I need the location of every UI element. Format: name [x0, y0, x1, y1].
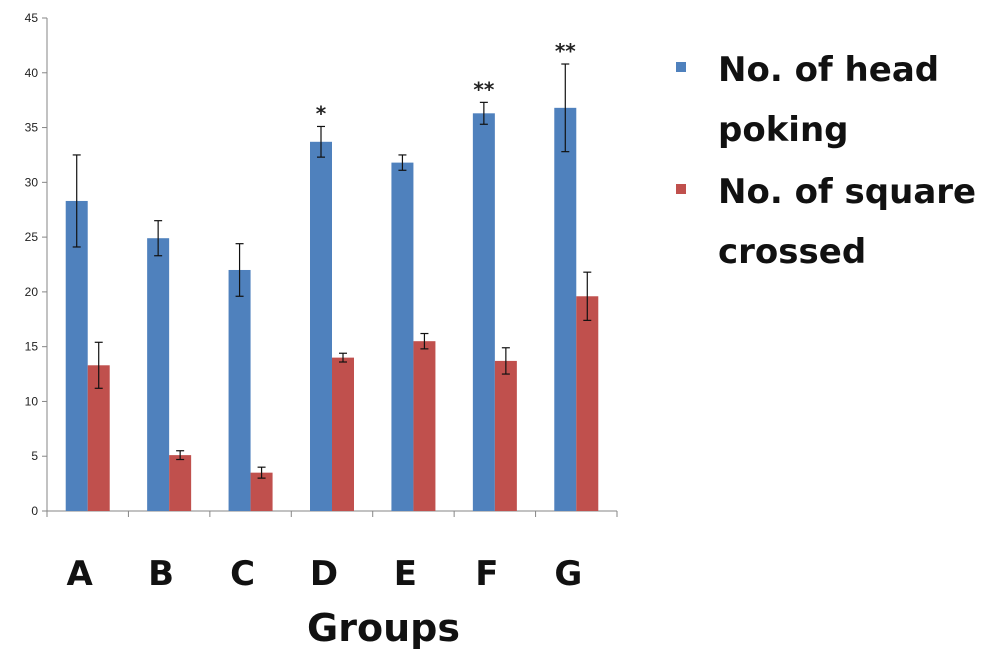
- x-tick-label: F: [475, 554, 498, 594]
- x-tick-label: E: [394, 554, 417, 594]
- y-tick-label: 20: [25, 285, 39, 299]
- y-tick-label: 40: [25, 66, 39, 80]
- bar-head-poking-F: [473, 113, 495, 511]
- y-tick-label: 15: [25, 340, 39, 354]
- x-tick-labels: A B C D E F G: [67, 554, 583, 594]
- x-tick-label: C: [230, 554, 255, 594]
- chart-bars: [66, 108, 599, 511]
- bar-square-crossed-D: [332, 358, 354, 511]
- bar-head-poking-D: [310, 142, 332, 511]
- y-tick-label: 10: [25, 394, 39, 408]
- bar-square-crossed-B: [169, 455, 191, 511]
- y-tick-label: 30: [25, 175, 39, 189]
- legend-item-head-poking: No. of head poking: [676, 40, 986, 160]
- x-tick-label: G: [554, 554, 582, 594]
- legend: No. of head poking No. of square crossed: [676, 40, 986, 284]
- bar-head-poking-E: [391, 163, 413, 511]
- x-tick-label: D: [310, 554, 338, 594]
- significance-annotations: *****: [316, 39, 577, 125]
- y-tick-label: 0: [31, 504, 38, 518]
- x-axis-title: Groups: [0, 604, 767, 652]
- bar-square-crossed-F: [495, 361, 517, 511]
- bar-head-poking-G: [554, 108, 576, 511]
- x-tick-label: B: [148, 554, 174, 594]
- x-tick-label: A: [67, 554, 94, 594]
- y-tick-label: 45: [25, 11, 39, 25]
- y-tick-label: 5: [31, 449, 38, 463]
- bar-square-crossed-E: [413, 341, 435, 511]
- significance-marker: *: [316, 101, 327, 125]
- legend-label-head-poking: No. of head poking: [718, 40, 986, 160]
- legend-swatch-head-poking: [676, 62, 686, 72]
- significance-marker: **: [555, 39, 576, 63]
- legend-swatch-square-crossed: [676, 184, 686, 194]
- y-tick-label: 25: [25, 230, 39, 244]
- bar-head-poking-B: [147, 238, 169, 511]
- significance-marker: **: [473, 77, 494, 101]
- bar-square-crossed-G: [576, 296, 598, 511]
- legend-label-square-crossed: No. of square crossed: [718, 162, 986, 282]
- legend-item-square-crossed: No. of square crossed: [676, 162, 986, 282]
- y-tick-label: 35: [25, 121, 39, 135]
- bar-head-poking-C: [229, 270, 251, 511]
